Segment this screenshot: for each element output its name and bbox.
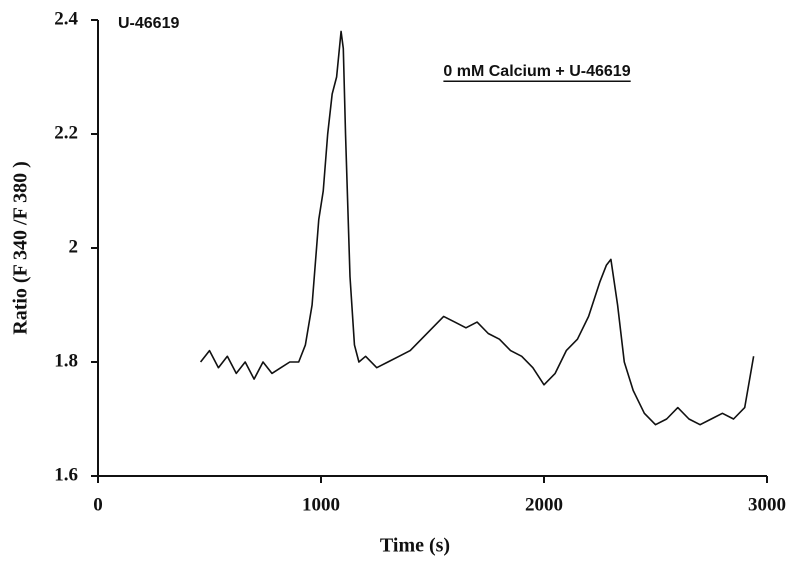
y-axis-label: Ratio (F 340 /F 380 ) xyxy=(10,161,32,335)
annotation: 0 mM Calcium + U-46619 xyxy=(443,63,630,80)
y-tick-label: 1.6 xyxy=(54,464,78,485)
x-tick-label: 2000 xyxy=(525,494,563,515)
x-tick-label: 3000 xyxy=(748,494,786,515)
y-tick-label: 2.2 xyxy=(54,122,78,143)
x-tick-label: 0 xyxy=(93,494,103,515)
y-tick-label: 2 xyxy=(69,236,79,257)
data-line xyxy=(199,30,755,426)
x-tick-label: 1000 xyxy=(302,494,340,515)
annotation: U-46619 xyxy=(118,15,179,32)
y-tick-label: 2.4 xyxy=(54,8,78,29)
x-axis-label: Time (s) xyxy=(380,535,450,557)
y-tick-label: 1.8 xyxy=(54,350,78,371)
